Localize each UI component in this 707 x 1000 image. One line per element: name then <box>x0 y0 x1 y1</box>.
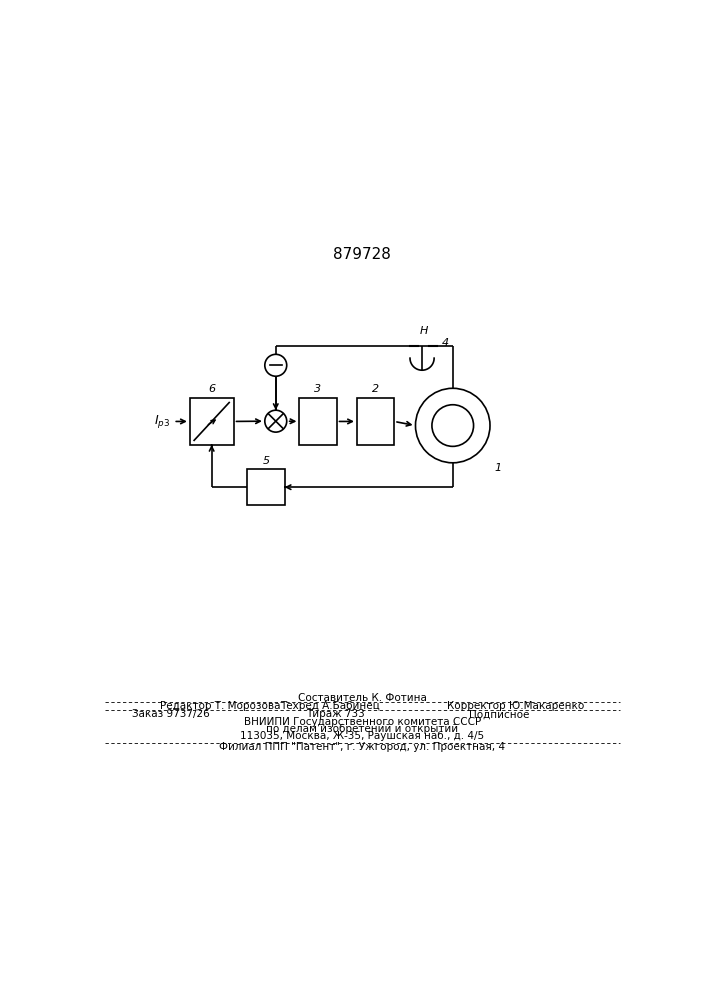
Text: ВНИИПИ Государственного комитета СССР: ВНИИПИ Государственного комитета СССР <box>244 717 481 727</box>
Text: 5: 5 <box>262 456 269 466</box>
Bar <box>189 398 233 445</box>
Text: 4: 4 <box>442 338 449 348</box>
Text: 6: 6 <box>208 384 215 394</box>
Text: 1: 1 <box>494 463 501 473</box>
Bar <box>357 398 394 445</box>
Text: Составитель К. Фотина: Составитель К. Фотина <box>298 693 427 703</box>
Bar <box>247 469 284 505</box>
Bar <box>299 398 337 445</box>
Text: 3: 3 <box>315 384 322 394</box>
Text: Н: Н <box>419 326 428 336</box>
Text: Подписное: Подписное <box>469 709 530 719</box>
Text: Заказ 9737/26: Заказ 9737/26 <box>132 709 210 719</box>
Text: 2: 2 <box>372 384 379 394</box>
Text: $I_{р3}$: $I_{р3}$ <box>154 413 170 430</box>
Text: 113035, Москва, Ж-35, Раушская наб., д. 4/5: 113035, Москва, Ж-35, Раушская наб., д. … <box>240 731 484 741</box>
Text: Тираж 733: Тираж 733 <box>305 709 364 719</box>
Text: Техред А.Бабинец: Техред А.Бабинец <box>279 701 380 711</box>
Text: Корректор Ю.Макаренко: Корректор Ю.Макаренко <box>447 701 585 711</box>
Text: по делам изобретений и открытий: по делам изобретений и открытий <box>267 724 458 734</box>
Text: 879728: 879728 <box>334 247 391 262</box>
Text: Редактор Т. Морозова: Редактор Т. Морозова <box>160 701 280 711</box>
Text: Филиал ППП "Патент", г. Ужгород, ул. Проектная, 4: Филиал ППП "Патент", г. Ужгород, ул. Про… <box>219 742 506 752</box>
